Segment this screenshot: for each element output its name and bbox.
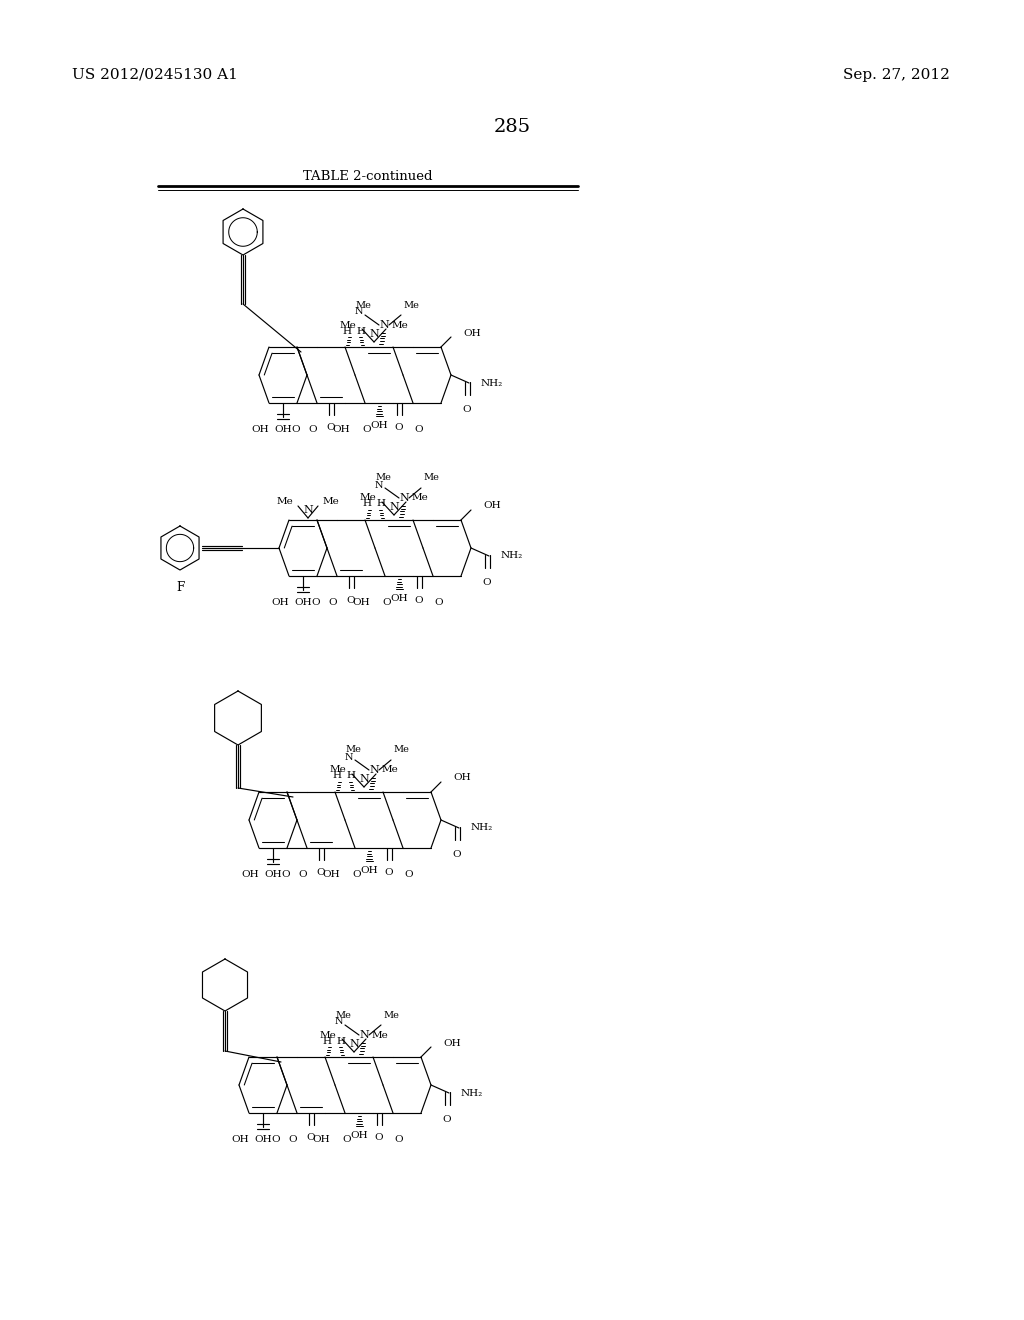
- Text: O: O: [385, 869, 393, 876]
- Text: OH: OH: [352, 598, 370, 607]
- Text: US 2012/0245130 A1: US 2012/0245130 A1: [72, 69, 238, 82]
- Text: OH: OH: [274, 425, 292, 434]
- Text: OH: OH: [271, 598, 289, 607]
- Text: Me: Me: [359, 494, 376, 503]
- Text: O: O: [415, 597, 423, 605]
- Text: H: H: [377, 499, 385, 508]
- Text: H: H: [323, 1036, 332, 1045]
- Text: NH₂: NH₂: [481, 379, 503, 388]
- Text: OH: OH: [242, 870, 259, 879]
- Text: N: N: [335, 1018, 343, 1027]
- Text: N: N: [379, 319, 389, 330]
- Text: O: O: [375, 1133, 383, 1142]
- Text: Me: Me: [403, 301, 419, 309]
- Text: O: O: [343, 1135, 351, 1144]
- Text: N: N: [354, 308, 364, 317]
- Text: 285: 285: [494, 117, 530, 136]
- Text: Me: Me: [383, 1011, 399, 1019]
- Text: OH: OH: [443, 1039, 461, 1048]
- Text: Me: Me: [382, 766, 398, 775]
- Text: N: N: [389, 502, 399, 512]
- Text: OH: OH: [231, 1135, 249, 1144]
- Text: OH: OH: [312, 1135, 330, 1144]
- Text: Me: Me: [345, 746, 361, 755]
- Text: O: O: [352, 870, 361, 879]
- Text: O: O: [289, 1135, 297, 1144]
- Text: OH: OH: [371, 421, 388, 430]
- Text: O: O: [442, 1115, 452, 1125]
- Text: OH: OH: [463, 329, 480, 338]
- Text: H: H: [362, 499, 372, 508]
- Text: O: O: [415, 425, 423, 434]
- Text: OH: OH: [294, 598, 312, 607]
- Text: OH: OH: [483, 502, 501, 511]
- Text: O: O: [329, 598, 337, 607]
- Text: Me: Me: [372, 1031, 389, 1040]
- Text: N: N: [375, 480, 383, 490]
- Text: OH: OH: [323, 870, 340, 879]
- Text: H: H: [333, 771, 341, 780]
- Text: N: N: [303, 506, 313, 515]
- Text: H: H: [342, 326, 351, 335]
- Text: OH: OH: [332, 425, 350, 434]
- Text: O: O: [383, 598, 391, 607]
- Text: Me: Me: [323, 498, 340, 507]
- Text: Me: Me: [319, 1031, 336, 1040]
- Text: O: O: [316, 869, 326, 876]
- Text: O: O: [404, 870, 414, 879]
- Text: NH₂: NH₂: [501, 552, 523, 561]
- Text: N: N: [399, 492, 409, 503]
- Text: Me: Me: [412, 494, 429, 503]
- Text: OH: OH: [453, 774, 471, 783]
- Text: N: N: [359, 774, 369, 784]
- Text: O: O: [362, 425, 372, 434]
- Text: Me: Me: [375, 474, 391, 483]
- Text: N: N: [369, 766, 379, 775]
- Text: H: H: [356, 326, 366, 335]
- Text: O: O: [453, 850, 462, 859]
- Text: Me: Me: [393, 746, 409, 755]
- Text: OH: OH: [350, 1131, 368, 1140]
- Text: O: O: [281, 870, 290, 879]
- Text: NH₂: NH₂: [471, 824, 494, 833]
- Text: O: O: [463, 405, 471, 414]
- Text: F: F: [176, 581, 184, 594]
- Text: Me: Me: [423, 474, 439, 483]
- Text: Me: Me: [276, 498, 293, 507]
- Text: OH: OH: [360, 866, 378, 875]
- Text: O: O: [327, 422, 335, 432]
- Text: O: O: [271, 1135, 280, 1144]
- Text: Me: Me: [339, 321, 356, 330]
- Text: NH₂: NH₂: [461, 1089, 483, 1097]
- Text: O: O: [306, 1133, 315, 1142]
- Text: TABLE 2-continued: TABLE 2-continued: [303, 170, 433, 183]
- Text: O: O: [482, 578, 492, 587]
- Text: O: O: [311, 598, 319, 607]
- Text: O: O: [394, 422, 403, 432]
- Text: Sep. 27, 2012: Sep. 27, 2012: [843, 69, 950, 82]
- Text: Me: Me: [335, 1011, 351, 1019]
- Text: N: N: [369, 329, 379, 339]
- Text: O: O: [394, 1135, 403, 1144]
- Text: N: N: [345, 752, 353, 762]
- Text: Me: Me: [392, 321, 409, 330]
- Text: O: O: [434, 598, 443, 607]
- Text: O: O: [291, 425, 300, 434]
- Text: Me: Me: [355, 301, 371, 309]
- Text: N: N: [349, 1039, 358, 1049]
- Text: OH: OH: [390, 594, 408, 603]
- Text: H: H: [337, 1036, 345, 1045]
- Text: OH: OH: [254, 1135, 271, 1144]
- Text: O: O: [347, 597, 355, 605]
- Text: OH: OH: [251, 425, 269, 434]
- Text: Me: Me: [330, 766, 346, 775]
- Text: H: H: [346, 771, 355, 780]
- Text: OH: OH: [264, 870, 282, 879]
- Text: O: O: [299, 870, 307, 879]
- Text: O: O: [308, 425, 317, 434]
- Text: N: N: [359, 1030, 369, 1040]
